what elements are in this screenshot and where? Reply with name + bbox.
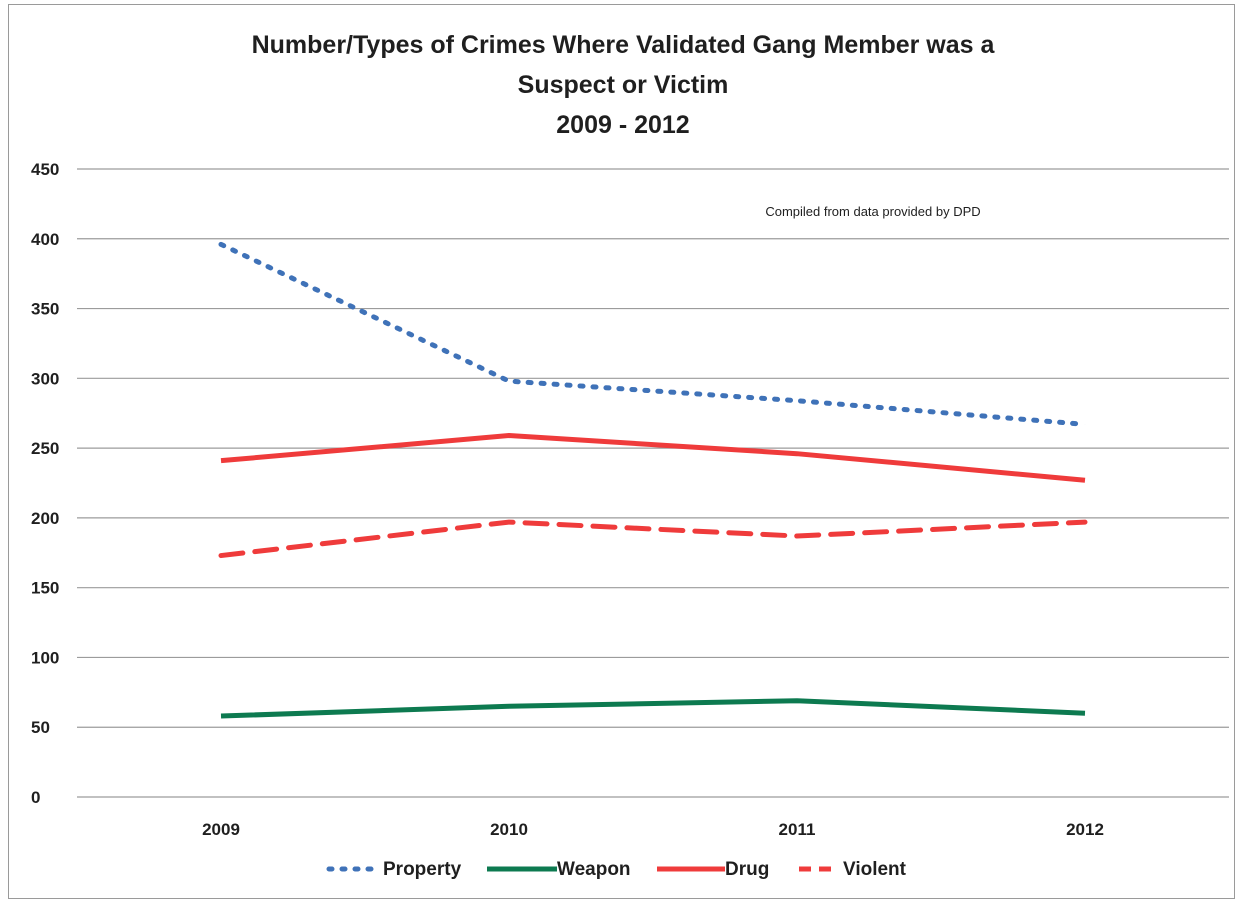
source-annotation: Compiled from data provided by DPD <box>765 204 980 219</box>
legend-item-weapon: Weapon <box>487 859 631 880</box>
series-line-property <box>218 241 1088 427</box>
y-tick-label: 50 <box>31 718 50 737</box>
line-chart: Number/Types of Crimes Where Validated G… <box>31 31 1229 880</box>
y-tick-label: 100 <box>31 648 59 667</box>
y-tick-label: 400 <box>31 230 59 249</box>
title-line-1: Number/Types of Crimes Where Validated G… <box>252 31 996 59</box>
series-line-drug <box>220 433 1086 483</box>
series-line-weapon <box>220 698 1086 719</box>
legend-label: Drug <box>725 859 769 880</box>
series-lines <box>218 241 1088 719</box>
title-line-2: Suspect or Victim <box>518 71 729 99</box>
legend-item-drug: Drug <box>657 859 769 880</box>
chart-frame: Number/Types of Crimes Where Validated G… <box>8 4 1235 899</box>
legend: Property Weapon Drug Violent <box>326 859 907 880</box>
legend-label: Weapon <box>557 859 631 880</box>
x-tick-label: 2010 <box>490 820 528 839</box>
title-line-3: 2009 - 2012 <box>556 111 689 139</box>
legend-item-violent: Violent <box>799 859 907 880</box>
y-tick-label: 200 <box>31 509 59 528</box>
legend-label: Property <box>383 859 462 880</box>
y-tick-label: 450 <box>31 160 59 179</box>
x-tick-label: 2009 <box>202 820 240 839</box>
y-tick-label: 150 <box>31 579 59 598</box>
y-tick-label: 250 <box>31 439 59 458</box>
y-axis-ticks: 0 50 100 150 200 250 300 350 400 450 <box>31 160 59 807</box>
gridlines <box>77 168 1229 798</box>
series-line-violent <box>218 519 1088 559</box>
y-tick-label: 300 <box>31 369 59 388</box>
legend-item-property: Property <box>326 859 462 880</box>
x-tick-label: 2012 <box>1066 820 1104 839</box>
chart-title: Number/Types of Crimes Where Validated G… <box>252 31 996 139</box>
y-tick-label: 0 <box>31 788 40 807</box>
x-axis-ticks: 2009 2010 2011 2012 <box>202 820 1104 839</box>
y-tick-label: 350 <box>31 300 59 319</box>
x-tick-label: 2011 <box>779 820 816 839</box>
legend-label: Violent <box>843 859 907 880</box>
